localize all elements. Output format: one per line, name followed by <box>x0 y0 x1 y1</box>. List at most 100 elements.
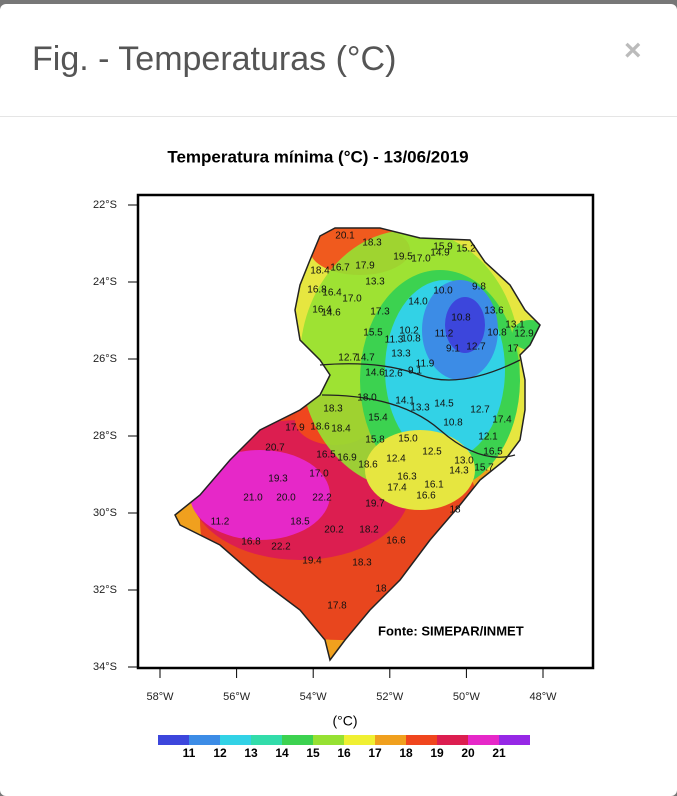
station-value: 10.2 <box>399 326 419 337</box>
station-value: 18 <box>375 584 387 595</box>
legend-label: 12 <box>213 746 227 760</box>
station-value: 22.2 <box>271 542 291 553</box>
legend-label: 16 <box>337 746 351 760</box>
station-value: 16.8 <box>241 537 261 548</box>
station-value: 15.4 <box>368 413 388 424</box>
state-border <box>321 394 516 458</box>
station-value: 17 <box>507 344 519 355</box>
lat-label: 30°S <box>93 507 117 519</box>
station-value: 15.5 <box>363 328 383 339</box>
station-value: 9.1 <box>408 366 422 377</box>
lon-label: 54°W <box>300 691 328 703</box>
station-value: 9.8 <box>472 282 486 293</box>
station-value: 12.7 <box>470 405 490 416</box>
legend-label: 11 <box>183 746 196 760</box>
legend-label: 15 <box>306 746 320 760</box>
legend-swatch <box>251 735 282 745</box>
station-value: 13.6 <box>484 306 504 317</box>
station-value: 15.9 <box>433 242 453 253</box>
station-value: 14.5 <box>434 399 454 410</box>
station-value: 17.4 <box>492 415 512 426</box>
station-value: 14.3 <box>449 466 469 477</box>
lat-label: 32°S <box>93 584 117 596</box>
station-value: 11.2 <box>211 517 230 528</box>
station-value: 14.1 <box>395 396 415 407</box>
station-value: 12.6 <box>383 369 403 380</box>
station-value: 10.8 <box>401 334 421 345</box>
station-value: 16.6 <box>386 536 406 547</box>
station-value: 10.8 <box>451 313 471 324</box>
lat-label: 22°S <box>93 199 117 211</box>
state-border <box>319 359 521 381</box>
station-value: 16.8 <box>307 285 327 296</box>
station-value: 16.9 <box>337 453 357 464</box>
lat-label: 26°S <box>93 353 117 365</box>
station-value: 20.1 <box>335 231 355 242</box>
station-value: 13.3 <box>365 277 385 288</box>
lat-label: 24°S <box>93 276 117 288</box>
station-value: 18.2 <box>359 525 379 536</box>
station-value: 16.4 <box>322 288 342 299</box>
station-value: 10.8 <box>443 418 463 429</box>
legend-label: 14 <box>275 746 289 760</box>
station-value: 17.3 <box>370 307 390 318</box>
station-value: 12.7 <box>466 342 486 353</box>
legend-swatch <box>499 735 530 745</box>
legend-label: 13 <box>244 746 258 760</box>
station-value: 17.0 <box>342 294 362 305</box>
station-value: 16.5 <box>316 450 336 461</box>
station-value: 16.1 <box>424 480 444 491</box>
station-value: 14.6 <box>365 368 385 379</box>
station-value: 16.3 <box>397 472 417 483</box>
station-value: 12.9 <box>514 329 534 340</box>
station-value: 12.4 <box>386 454 406 465</box>
close-button[interactable]: × <box>624 34 642 67</box>
legend-swatch <box>282 735 313 745</box>
station-value: 15.2 <box>456 244 476 255</box>
legend-swatch <box>437 735 468 745</box>
station-value: 17.9 <box>355 261 375 272</box>
station-value: 14.7 <box>355 353 375 364</box>
station-value: 19.4 <box>302 556 322 567</box>
station-value: 17.0 <box>411 254 431 265</box>
legend-label: 19 <box>430 746 444 760</box>
station-value: 18.4 <box>331 424 351 435</box>
station-value: 17.0 <box>309 469 329 480</box>
station-value: 20.7 <box>265 443 285 454</box>
figure-title: Temperatura mínima (°C) - 13/06/2019 <box>167 147 468 166</box>
legend-label: 21 <box>492 746 506 760</box>
lat-label: 28°S <box>93 430 117 442</box>
lon-label: 58°W <box>146 691 174 703</box>
station-value: 17.9 <box>285 423 305 434</box>
station-value: 15.7 <box>474 463 494 474</box>
legend-swatch <box>220 735 251 745</box>
modal-title: Fig. - Temperaturas (°C) <box>32 40 397 78</box>
station-value: 14.6 <box>321 308 341 319</box>
legend-swatch <box>344 735 375 745</box>
station-value: 18.5 <box>290 517 310 528</box>
station-value: 11.2 <box>435 329 454 340</box>
station-value: 13.3 <box>410 403 430 414</box>
station-value: 20.2 <box>324 525 344 536</box>
legend-unit: (°C) <box>332 713 357 729</box>
station-value: 13.0 <box>454 456 474 467</box>
station-value: 13.3 <box>391 349 411 360</box>
station-value: 18.3 <box>323 404 343 415</box>
station-value: 14.9 <box>430 248 450 259</box>
station-value: 18.6 <box>310 422 330 433</box>
station-value: 14.0 <box>408 297 428 308</box>
lon-label: 48°W <box>529 691 557 703</box>
lon-label: 56°W <box>223 691 251 703</box>
legend-label: 17 <box>368 746 382 760</box>
legend-label: 20 <box>461 746 475 760</box>
station-value: 15.8 <box>365 435 385 446</box>
station-value: 11.9 <box>416 359 435 370</box>
legend-label: 18 <box>399 746 413 760</box>
station-value: 18 <box>449 505 461 516</box>
station-value: 22.2 <box>312 493 332 504</box>
lon-label: 52°W <box>376 691 404 703</box>
station-value: 12.1 <box>478 432 498 443</box>
station-value: 15.0 <box>398 434 418 445</box>
station-value: 21.0 <box>243 493 263 504</box>
